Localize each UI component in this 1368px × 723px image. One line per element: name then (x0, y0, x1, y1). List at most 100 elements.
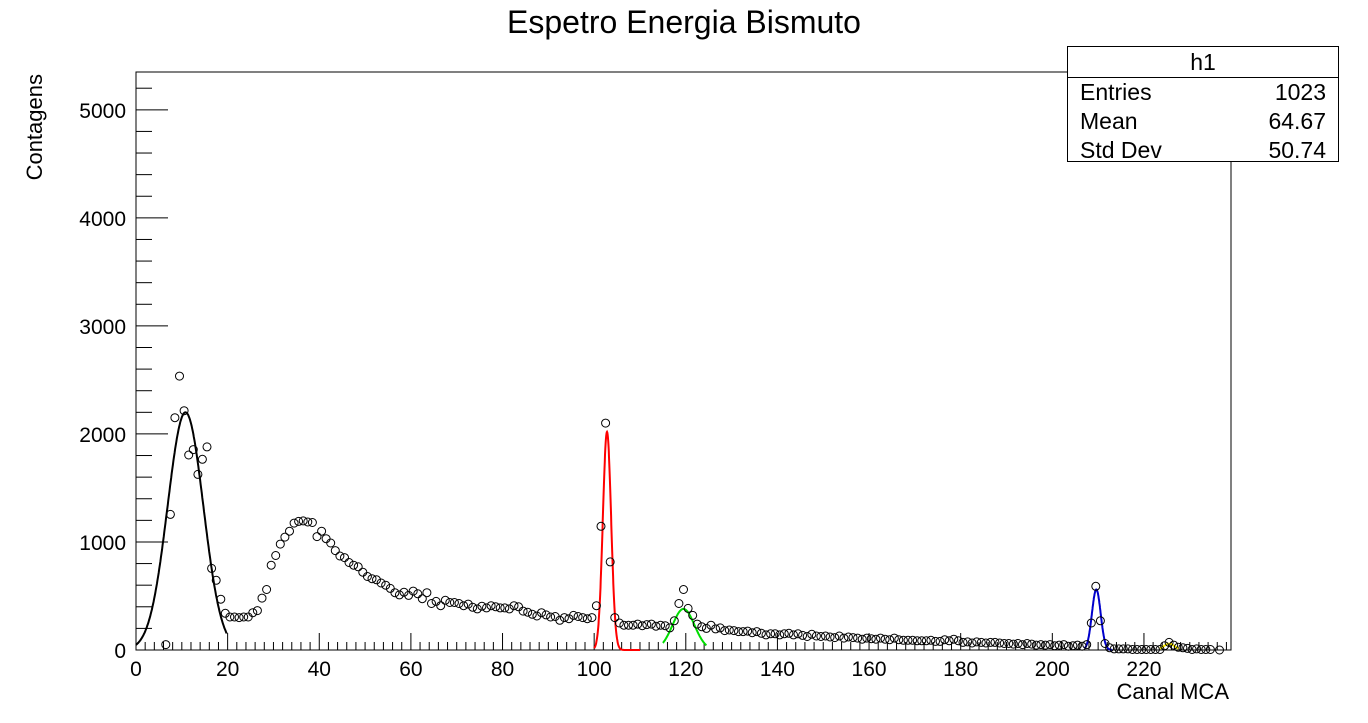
data-point (830, 633, 840, 643)
data-point (816, 632, 826, 641)
data-point (756, 628, 766, 638)
data-point (972, 637, 982, 647)
data-point (482, 603, 491, 613)
data-point (848, 633, 858, 643)
data-point (372, 575, 381, 585)
data-point (1123, 644, 1133, 654)
data-point (248, 608, 258, 618)
stats-value: 64.67 (1268, 108, 1326, 134)
y-tick-label: 0 (114, 640, 126, 663)
data-point (578, 613, 588, 623)
data-point (262, 585, 272, 594)
data-point (335, 551, 345, 561)
stats-value: 50.74 (1268, 137, 1326, 163)
data-point (898, 635, 908, 645)
data-point (573, 612, 583, 621)
fit-curves (135, 411, 1179, 651)
data-point (1160, 641, 1170, 651)
data-point (839, 633, 849, 643)
data-point (1091, 581, 1101, 591)
data-point (1105, 643, 1115, 653)
data-point (843, 632, 853, 642)
data-point (1086, 618, 1096, 628)
data-point (628, 620, 638, 630)
x-axis: 0 20 40 60 80 100 120 140 160 180 200 220 (130, 633, 1227, 681)
data-point (885, 635, 895, 645)
data-point (546, 612, 556, 622)
data-point (1050, 641, 1060, 651)
data-point (1164, 637, 1174, 647)
data-point (688, 610, 698, 620)
data-point (207, 563, 217, 573)
data-point (239, 612, 249, 622)
stats-label: Std Dev (1080, 137, 1162, 163)
fit-curve (593, 429, 640, 651)
data-point (537, 608, 546, 618)
data-point (752, 627, 762, 637)
data-point (614, 618, 624, 628)
data-point (252, 606, 262, 616)
data-point (894, 635, 904, 645)
data-point (179, 406, 189, 416)
stats-box-title: h1 (1068, 47, 1338, 78)
data-point (1150, 645, 1160, 654)
data-point (440, 595, 450, 605)
x-tick-label: 200 (1035, 658, 1070, 681)
data-point (436, 601, 446, 611)
data-point (637, 621, 647, 631)
data-point (619, 620, 629, 630)
data-point (289, 518, 299, 528)
data-point (715, 623, 725, 633)
x-tick-label: 120 (668, 658, 703, 681)
data-point (197, 454, 207, 464)
data-point (367, 574, 377, 584)
data-point (876, 633, 885, 643)
data-point (1141, 645, 1151, 654)
x-axis-label: Canal MCA (1117, 679, 1230, 704)
fit-curve (1083, 588, 1113, 651)
stats-label: Mean (1080, 108, 1138, 134)
data-point (202, 442, 212, 452)
data-point (307, 518, 317, 527)
stats-row-entries: Entries 1023 (1068, 78, 1338, 107)
data-point (527, 609, 537, 619)
x-tick-label: 160 (852, 658, 887, 681)
data-point (917, 636, 927, 646)
data-point (825, 632, 835, 642)
data-point (1095, 616, 1105, 626)
data-point (701, 623, 711, 633)
data-point (321, 534, 331, 544)
data-point (257, 593, 267, 603)
data-point (463, 599, 473, 609)
data-point (340, 553, 349, 563)
plot-frame (135, 71, 1232, 651)
data-point (1128, 645, 1137, 654)
data-point (656, 620, 666, 630)
data-point (949, 634, 959, 644)
x-tick-label: 0 (130, 658, 142, 681)
data-point (394, 590, 404, 600)
data-point (188, 445, 198, 455)
stats-row-mean: Mean 64.67 (1068, 107, 1338, 136)
data-point (495, 603, 505, 613)
data-point (981, 638, 991, 648)
data-point (564, 614, 574, 624)
data-point (596, 521, 606, 531)
data-point (184, 450, 194, 460)
data-point (1077, 641, 1087, 651)
data-point (738, 627, 748, 637)
data-point (523, 607, 533, 617)
data-point (1073, 640, 1082, 650)
data-point (408, 586, 418, 596)
stats-value: 1023 (1274, 79, 1326, 105)
data-point (399, 587, 409, 597)
data-point (266, 560, 276, 570)
data-point (770, 629, 780, 639)
x-tick-label: 40 (308, 658, 331, 681)
data-point (633, 619, 643, 629)
data-point (486, 601, 496, 611)
data-point (1205, 645, 1215, 654)
data-point (422, 588, 432, 598)
data-point (509, 601, 519, 611)
